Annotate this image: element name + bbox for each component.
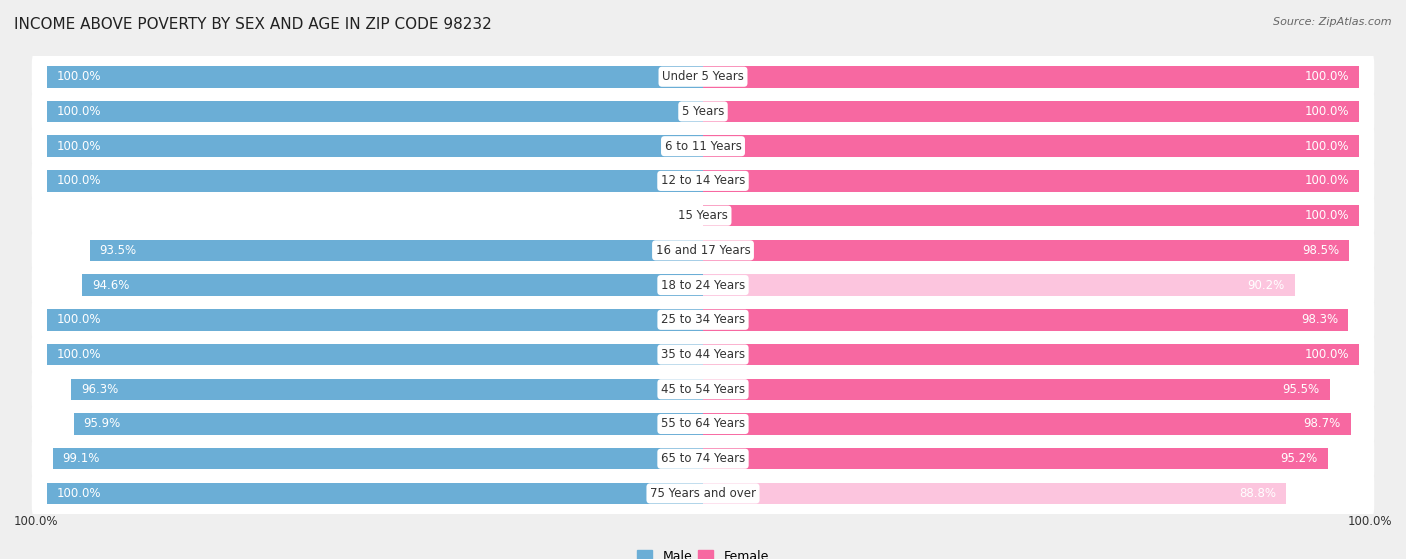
Bar: [46, 101, 703, 122]
Text: 100.0%: 100.0%: [56, 487, 101, 500]
Bar: [90, 240, 703, 261]
Text: 45 to 54 Years: 45 to 54 Years: [661, 383, 745, 396]
Text: 75 Years and over: 75 Years and over: [650, 487, 756, 500]
Bar: [703, 482, 1285, 504]
Bar: [46, 344, 703, 366]
Bar: [73, 413, 703, 435]
FancyBboxPatch shape: [32, 159, 1374, 203]
Bar: [703, 378, 1330, 400]
Text: 100.0%: 100.0%: [56, 70, 101, 83]
Text: 65 to 74 Years: 65 to 74 Years: [661, 452, 745, 465]
Text: 93.5%: 93.5%: [100, 244, 136, 257]
Text: 6 to 11 Years: 6 to 11 Years: [665, 140, 741, 153]
Text: 12 to 14 Years: 12 to 14 Years: [661, 174, 745, 187]
Text: 100.0%: 100.0%: [56, 140, 101, 153]
Text: 98.3%: 98.3%: [1301, 313, 1339, 326]
FancyBboxPatch shape: [32, 333, 1374, 377]
Text: INCOME ABOVE POVERTY BY SEX AND AGE IN ZIP CODE 98232: INCOME ABOVE POVERTY BY SEX AND AGE IN Z…: [14, 17, 492, 32]
Bar: [83, 274, 703, 296]
Bar: [46, 170, 703, 192]
Text: 100.0%: 100.0%: [56, 174, 101, 187]
Bar: [46, 309, 703, 330]
Text: 100.0%: 100.0%: [56, 105, 101, 118]
Bar: [703, 66, 1360, 88]
Text: 90.2%: 90.2%: [1247, 278, 1285, 292]
Text: 100.0%: 100.0%: [14, 515, 59, 528]
FancyBboxPatch shape: [32, 298, 1374, 342]
FancyBboxPatch shape: [32, 228, 1374, 272]
Text: 5 Years: 5 Years: [682, 105, 724, 118]
Legend: Male, Female: Male, Female: [633, 544, 773, 559]
Text: 100.0%: 100.0%: [1305, 209, 1350, 222]
Text: 100.0%: 100.0%: [56, 313, 101, 326]
Bar: [46, 135, 703, 157]
FancyBboxPatch shape: [32, 263, 1374, 307]
Text: 95.2%: 95.2%: [1281, 452, 1317, 465]
Text: 100.0%: 100.0%: [1305, 174, 1350, 187]
FancyBboxPatch shape: [32, 402, 1374, 446]
Text: Under 5 Years: Under 5 Years: [662, 70, 744, 83]
FancyBboxPatch shape: [32, 437, 1374, 481]
Text: 100.0%: 100.0%: [1305, 348, 1350, 361]
FancyBboxPatch shape: [32, 55, 1374, 99]
Bar: [72, 378, 703, 400]
Text: 96.3%: 96.3%: [82, 383, 118, 396]
Bar: [703, 240, 1350, 261]
Text: 100.0%: 100.0%: [56, 348, 101, 361]
FancyBboxPatch shape: [32, 124, 1374, 168]
Text: 16 and 17 Years: 16 and 17 Years: [655, 244, 751, 257]
Text: 98.7%: 98.7%: [1303, 418, 1341, 430]
FancyBboxPatch shape: [32, 471, 1374, 515]
Bar: [703, 170, 1360, 192]
Text: 95.9%: 95.9%: [83, 418, 121, 430]
FancyBboxPatch shape: [32, 367, 1374, 411]
Bar: [703, 344, 1360, 366]
Bar: [703, 274, 1295, 296]
Text: 95.5%: 95.5%: [1282, 383, 1320, 396]
Bar: [703, 309, 1348, 330]
Bar: [703, 448, 1327, 470]
FancyBboxPatch shape: [32, 89, 1374, 134]
Bar: [703, 205, 1360, 226]
Text: 100.0%: 100.0%: [1305, 105, 1350, 118]
Text: 35 to 44 Years: 35 to 44 Years: [661, 348, 745, 361]
Text: 18 to 24 Years: 18 to 24 Years: [661, 278, 745, 292]
Text: 55 to 64 Years: 55 to 64 Years: [661, 418, 745, 430]
Text: 98.5%: 98.5%: [1302, 244, 1340, 257]
Text: 94.6%: 94.6%: [93, 278, 129, 292]
Bar: [46, 482, 703, 504]
Text: 100.0%: 100.0%: [1305, 140, 1350, 153]
Text: 100.0%: 100.0%: [1347, 515, 1392, 528]
Bar: [703, 135, 1360, 157]
Text: 99.1%: 99.1%: [63, 452, 100, 465]
Text: 15 Years: 15 Years: [678, 209, 728, 222]
Bar: [46, 66, 703, 88]
Text: 88.8%: 88.8%: [1239, 487, 1275, 500]
Bar: [703, 101, 1360, 122]
Text: 100.0%: 100.0%: [1305, 70, 1350, 83]
Bar: [703, 413, 1351, 435]
Text: 25 to 34 Years: 25 to 34 Years: [661, 313, 745, 326]
Bar: [53, 448, 703, 470]
FancyBboxPatch shape: [32, 193, 1374, 238]
Text: Source: ZipAtlas.com: Source: ZipAtlas.com: [1274, 17, 1392, 27]
